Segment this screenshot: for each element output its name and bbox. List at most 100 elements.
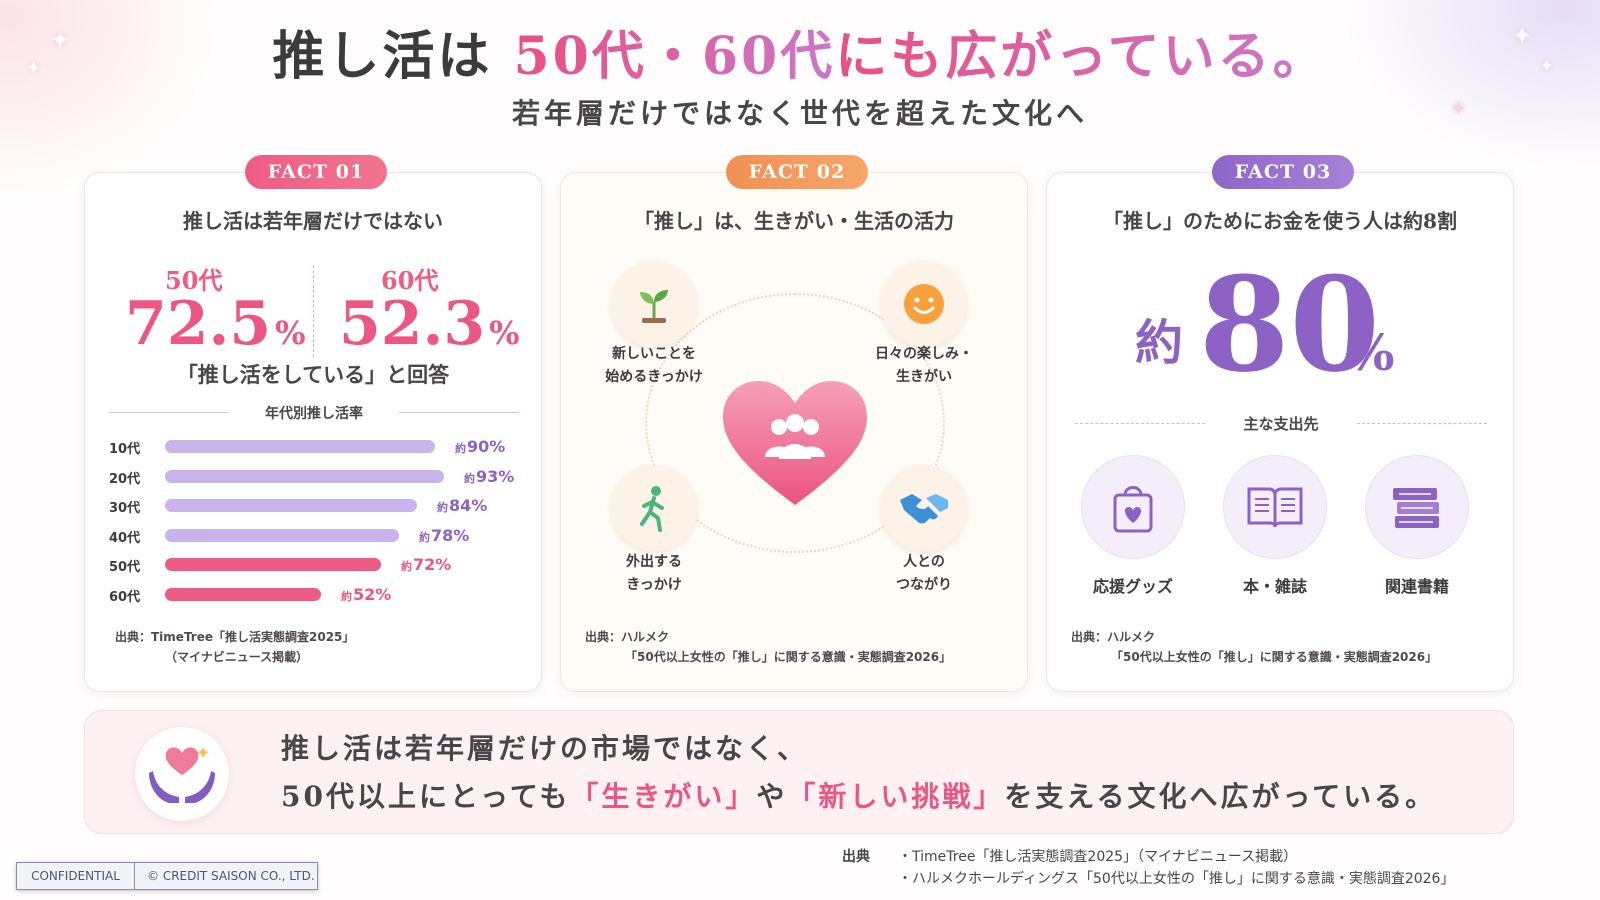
bar-row: 30代 約84% — [109, 496, 529, 516]
caption-line: 新しいことを — [612, 346, 696, 362]
fact-card-2: FACT 02 「推し」は、生きがい・生活の活力 新しいことを 始めるきっかけ … — [560, 155, 1028, 692]
bar-value-prefix: 約 — [464, 471, 475, 485]
title-part3: にも広がっている。 — [835, 26, 1328, 87]
divider — [399, 412, 519, 413]
bar-value-prefix: 約 — [401, 560, 412, 573]
chart-title-row: 年代別推し活率 — [109, 403, 519, 423]
fact1-heading: 推し活は若年層だけではない — [183, 209, 443, 233]
sparkle-icon: ✦ — [1450, 96, 1467, 120]
source-line: 「50代以上女性の「推し」に関する意識・実態調査2026」 — [625, 650, 952, 664]
dotted-ring — [645, 293, 945, 553]
bar — [165, 558, 381, 571]
bar-category-label: 30代 — [109, 501, 141, 516]
bar — [165, 440, 435, 453]
bar-category-label: 60代 — [109, 589, 141, 605]
fact-badge-3: FACT 03 — [1212, 155, 1354, 189]
chart-title: 年代別推し活率 — [265, 406, 363, 422]
bar-category-label: 40代 — [109, 530, 141, 546]
book-stack-icon — [1365, 455, 1469, 559]
bar-value-label: 約84% — [437, 496, 487, 515]
divider — [1357, 423, 1487, 424]
bar-value-prefix: 約 — [419, 530, 430, 544]
fact2-source: 出典：ハルメク 「50代以上女性の「推し」に関する意識・実態調査2026」 — [585, 627, 951, 667]
spend-label-magazines: 本・雑誌 — [1242, 577, 1307, 596]
caption-connections: 人との つながり — [844, 551, 1004, 597]
source-line: 出典：ハルメク — [1071, 630, 1156, 644]
bar-row: 60代 約52% — [109, 585, 529, 605]
stat-60s-unit: % — [489, 314, 520, 352]
fact3-heading: 「推し」のためにお金を使う人は約8割 — [1103, 209, 1457, 233]
stat-80-unit: % — [1347, 323, 1395, 382]
fact3-source: 出典：ハルメク 「50代以上女性の「推し」に関する意識・実態調査2026」 — [1071, 627, 1437, 667]
page-title: 推し活は 50代・60代にも広がっている。 — [0, 14, 1600, 89]
footer-source-list: ・TimeTree「推し活実態調査2025」（マイナビニュース掲載） ・ハルメク… — [898, 846, 1454, 890]
stat-approx: 約 — [1135, 315, 1184, 371]
page-subtitle: 若年層だけではなく世代を超えた文化へ — [511, 97, 1088, 130]
caption-line: 人との — [903, 554, 945, 570]
source-line: 出典：ハルメク — [585, 630, 670, 644]
spend-title: 主な支出先 — [1243, 415, 1319, 433]
decor-bg-right — [1340, 0, 1600, 170]
stat-50s-unit: % — [275, 314, 306, 352]
bar — [165, 587, 321, 601]
summary-line-1: 推し活は若年層だけの市場ではなく、 — [281, 732, 809, 765]
hands-heart-icon — [135, 727, 229, 821]
sparkle-icon: ✦ — [1512, 22, 1533, 50]
footer-source-item: ・ハルメクホールディングス「50代以上女性の「推し」に関する意識・実態調査202… — [898, 871, 1455, 887]
caption-daily-joy: 日々の楽しみ・ 生きがい — [844, 343, 1004, 389]
caption-new-things: 新しいことを 始めるきっかけ — [574, 343, 734, 389]
caption-line: 日々の楽しみ・ — [875, 346, 973, 362]
spend-title-row: 主な支出先 — [1075, 413, 1487, 433]
fact-card-1: FACT 01 推し活は若年層だけではない 50代 72.5% 60代 52.3… — [84, 155, 542, 692]
caption-line: 生きがい — [896, 369, 952, 385]
stat-50s: 72.5% — [125, 289, 306, 359]
stat-60s: 52.3% — [339, 289, 520, 359]
bar-row: 10代 約90% — [109, 437, 529, 457]
caption-line: 外出する — [626, 554, 682, 570]
source-line: 「50代以上女性の「推し」に関する意識・実態調査2026」 — [1111, 650, 1438, 664]
bar-value-label: 約72% — [401, 555, 451, 574]
copyright-label: © CREDIT SAISON CO., LTD. — [147, 869, 315, 883]
bar-category-label: 50代 — [109, 560, 141, 575]
highlight-new-challenge: 「新しい挑戦」 — [787, 780, 1005, 813]
caption-line: きっかけ — [626, 577, 682, 593]
summary-text: を支える文化へ広がっている。 — [1004, 780, 1437, 813]
highlight-ikigai: 「生きがい」 — [570, 780, 757, 813]
caption-going-out: 外出する きっかけ — [574, 551, 734, 597]
divider — [109, 412, 229, 413]
bar — [165, 499, 417, 512]
age-label-50s: 50代 — [165, 266, 223, 295]
bar-value: 78% — [431, 525, 470, 545]
bar-row: 20代 約93% — [109, 467, 529, 487]
bar — [165, 528, 399, 542]
bar-value-prefix: 約 — [341, 589, 352, 603]
fact1-source: 出典：TimeTree「推し活実態調査2025」 （マイナビニュース掲載） — [115, 627, 354, 667]
confidential-label: CONFIDENTIAL — [17, 863, 135, 889]
summary-line-2: 50代以上にとっても「生きがい」や「新しい挑戦」を支える文化へ広がっている。 — [281, 775, 1436, 815]
walking-icon — [611, 465, 697, 551]
fact-card-3: FACT 03 「推し」のためにお金を使う人は約8割 約 80 % 主な支出先 … — [1046, 155, 1514, 692]
shopping-bag-heart-icon — [1081, 455, 1185, 559]
divider — [1075, 423, 1205, 424]
open-book-icon — [1223, 455, 1327, 559]
caption-line: つながり — [896, 577, 952, 593]
decor-bg-left — [0, 0, 220, 200]
caption-line: 始めるきっかけ — [605, 369, 703, 385]
divider — [313, 265, 314, 357]
bar-value-label: 約90% — [455, 437, 505, 456]
summary-text: 50代以上にとっても — [281, 780, 571, 813]
age-label-60s: 60代 — [381, 266, 439, 295]
bar-category-label: 20代 — [109, 471, 141, 487]
bar-value: 90% — [467, 437, 506, 456]
answer-text: 「推し活をしている」と回答 — [176, 362, 450, 387]
sprout-icon — [611, 261, 697, 347]
confidential-stamp: CONFIDENTIAL © CREDIT SAISON CO., LTD. — [16, 862, 318, 890]
bar-value: 84% — [449, 496, 488, 515]
bar-row: 50代 約72% — [109, 555, 529, 575]
bar-value-label: 約52% — [341, 585, 391, 604]
bar-value-prefix: 約 — [437, 501, 448, 514]
footer-source-item: ・TimeTree「推し活実態調査2025」（マイナビニュース掲載） — [898, 849, 1298, 865]
sparkle-icon: ✦ — [50, 26, 71, 54]
stat-60s-value: 52.3 — [339, 289, 486, 359]
bar-value-prefix: 約 — [455, 442, 466, 455]
